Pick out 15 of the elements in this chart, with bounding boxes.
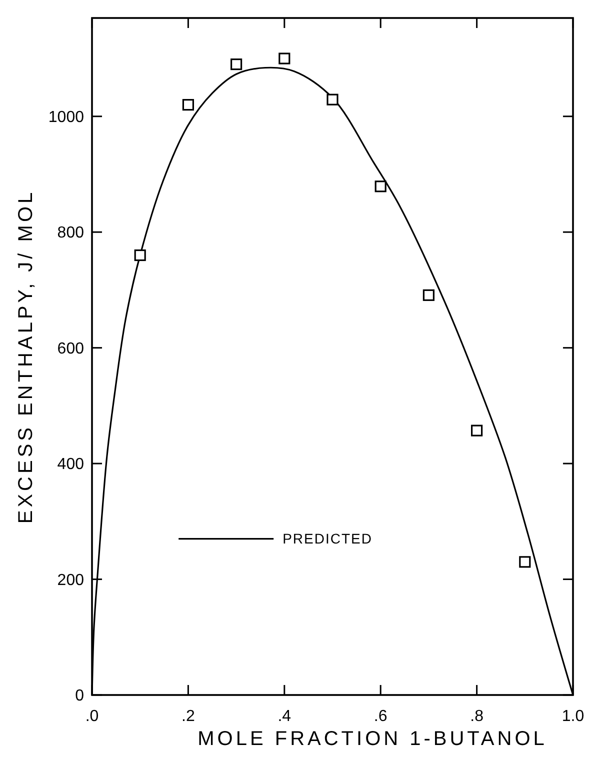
y-tick-label: 400 [57,456,84,474]
x-tick-label: .2 [182,708,195,725]
y-tick-label: 1000 [48,108,84,126]
y-axis-title: EXCESS ENTHALPY, J/ MOL [15,189,37,524]
x-tick-label: .0 [85,708,99,725]
x-axis-title: MOLE FRACTION 1-BUTANOL [198,728,548,750]
x-tick-label: 1.0 [562,708,584,725]
text: PREDICTED [282,530,372,547]
y-tick-label: 800 [57,224,84,242]
x-tick-label: .6 [374,708,388,725]
y-tick-label: 200 [57,572,84,589]
x-tick-label: .8 [470,708,484,725]
x-tick-label: .4 [278,708,292,725]
y-tick-label: 600 [57,340,84,358]
y-tick-label: 0 [75,688,84,705]
